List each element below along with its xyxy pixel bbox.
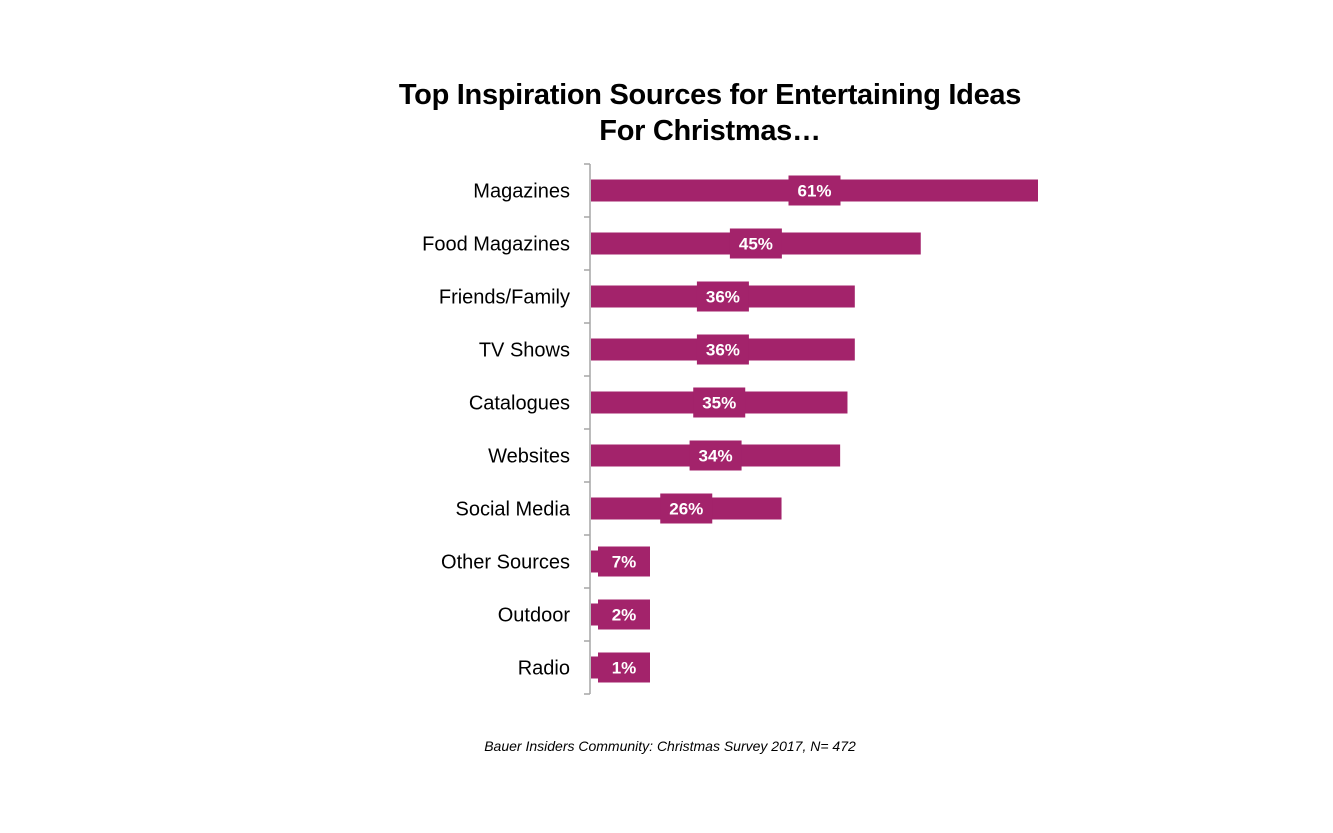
data-label-box	[693, 387, 746, 418]
category-label: TV Shows	[479, 340, 570, 362]
bar	[591, 656, 599, 679]
category-label: Friends/Family	[439, 287, 570, 309]
category-label: Food Magazines	[422, 234, 570, 256]
category-label: Magazines	[473, 181, 570, 203]
chart-labels: 61% Magazines 45% Food Magazines 36% Friends/…	[422, 181, 831, 680]
data-label: 61%	[797, 182, 831, 201]
category-label: Catalogues	[469, 393, 570, 415]
data-label-box	[696, 334, 749, 365]
data-label-box	[696, 281, 749, 312]
category-label: Social Media	[455, 499, 570, 521]
data-label: 45%	[739, 235, 773, 254]
data-label-box	[729, 228, 782, 259]
chart-axis	[584, 163, 591, 695]
source-note: Bauer Insiders Community: Christmas Surv…	[484, 738, 856, 754]
data-label-box	[689, 440, 742, 471]
data-label: 36%	[706, 341, 740, 360]
chart-subtitle: For Christmas…	[599, 115, 821, 147]
data-label-box	[598, 599, 650, 630]
category-label: Websites	[488, 446, 570, 468]
data-label: 34%	[699, 447, 733, 466]
chart-title: Top Inspiration Sources for Entertaining…	[398, 79, 1022, 111]
data-label: 26%	[669, 500, 703, 519]
category-label: Radio	[518, 658, 570, 680]
data-label: 2%	[612, 606, 637, 625]
data-label-box	[598, 652, 650, 683]
category-label: Outdoor	[498, 605, 571, 627]
chart-bars	[591, 175, 1038, 683]
data-label-box	[598, 546, 650, 577]
data-label: 36%	[706, 288, 740, 307]
data-label-box	[660, 493, 713, 524]
data-label-box	[788, 175, 841, 206]
category-label: Other Sources	[441, 552, 570, 574]
data-label: 1%	[612, 659, 637, 678]
data-label: 7%	[612, 553, 637, 572]
data-label: 35%	[702, 394, 736, 413]
